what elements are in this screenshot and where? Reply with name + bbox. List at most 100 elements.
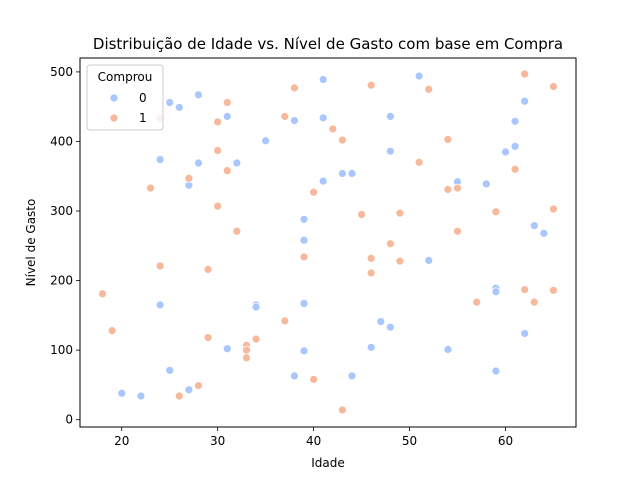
point-0-2 [155,155,165,164]
legend-marker-1 [109,113,119,123]
y-axis: 0 100 200 300 400 500 [50,65,80,427]
point-0-47 [529,221,539,231]
point-1-19 [251,334,261,344]
point-1-45 [520,69,530,79]
y-tick-label: 300 [50,204,73,218]
point-1-22 [290,83,299,93]
point-1-47 [529,297,539,307]
point-1-11 [213,146,223,155]
point-0-40 [491,287,501,297]
point-0-30 [376,317,386,326]
x-tick-label: 40 [306,434,321,448]
x-tick-label: 60 [498,434,513,448]
point-1-25 [309,374,318,384]
point-1-38 [443,135,453,144]
point-0-29 [366,342,376,352]
y-tick-label: 0 [65,413,73,427]
point-0-8 [184,385,194,395]
point-0-5 [165,365,175,375]
point-0-3 [155,300,165,310]
x-axis-label: Idade [311,456,345,470]
legend: Comprou 0 1 [86,64,164,131]
point-1-44 [510,164,520,174]
point-1-4 [155,261,165,271]
legend-title: Comprou [98,70,153,84]
point-1-36 [414,157,424,167]
point-1-17 [242,345,251,355]
point-1-30 [366,80,376,90]
y-tick-label: 100 [50,343,73,357]
point-0-36 [443,345,453,354]
point-0-21 [299,299,309,308]
point-0-15 [251,302,261,312]
plot-frame [79,57,577,428]
point-1-32 [366,268,376,278]
point-1-33 [385,239,395,249]
point-0-25 [318,176,328,186]
point-1-0 [98,289,107,299]
chart-title: Distribuição de Idade vs. Nível de Gasto… [93,35,563,53]
point-1-26 [328,124,338,134]
y-tick-label: 200 [50,274,73,288]
point-1-37 [424,84,434,94]
legend-label-0: 0 [139,91,147,105]
point-1-2 [146,183,155,193]
point-1-49 [549,204,558,214]
point-1-12 [213,201,223,211]
point-1-5 [174,391,184,401]
point-1-40 [453,183,462,193]
legend-marker-0 [109,93,119,103]
point-0-27 [347,169,357,178]
x-tick-label: 50 [402,434,417,448]
point-1-7 [194,381,203,390]
point-1-28 [338,405,347,415]
point-1-18 [242,353,251,363]
point-1-24 [309,187,318,197]
point-1-9 [203,333,213,342]
point-0-16 [261,136,271,146]
point-1-10 [213,117,223,127]
y-axis-label: Nível de Gasto [24,199,38,287]
point-0-23 [318,75,328,84]
point-1-14 [222,166,232,176]
point-1-23 [299,252,309,262]
point-0-41 [491,366,501,376]
point-1-41 [453,226,462,236]
point-1-31 [366,253,376,263]
point-0-43 [510,116,520,126]
point-1-42 [472,297,482,307]
legend-box [86,64,164,131]
x-axis: 20 30 40 50 60 [114,427,513,448]
point-0-17 [290,116,299,125]
point-0-12 [222,344,232,354]
point-0-44 [510,141,520,151]
point-1-34 [395,208,405,218]
point-0-19 [299,214,309,224]
y-tick-label: 500 [50,65,73,79]
point-0-42 [501,147,510,157]
point-0-20 [299,235,309,245]
point-0-45 [520,96,530,106]
point-1-29 [357,210,366,219]
point-1-35 [395,256,405,266]
point-0-34 [414,71,424,81]
point-0-48 [539,228,549,238]
point-1-46 [520,285,530,294]
point-0-31 [385,112,395,121]
point-0-11 [222,112,232,121]
point-1-39 [443,185,453,194]
y-tick-label: 400 [50,134,73,148]
point-0-28 [347,371,357,381]
point-1-27 [338,135,347,145]
point-0-0 [117,388,127,398]
point-0-38 [481,179,491,189]
point-0-4 [165,98,175,107]
x-tick-label: 20 [114,434,129,448]
point-1-15 [232,226,242,236]
point-1-8 [203,265,213,274]
legend-label-1: 1 [139,111,147,125]
point-0-18 [290,371,299,381]
point-0-10 [194,158,203,168]
x-tick-label: 30 [210,434,225,448]
